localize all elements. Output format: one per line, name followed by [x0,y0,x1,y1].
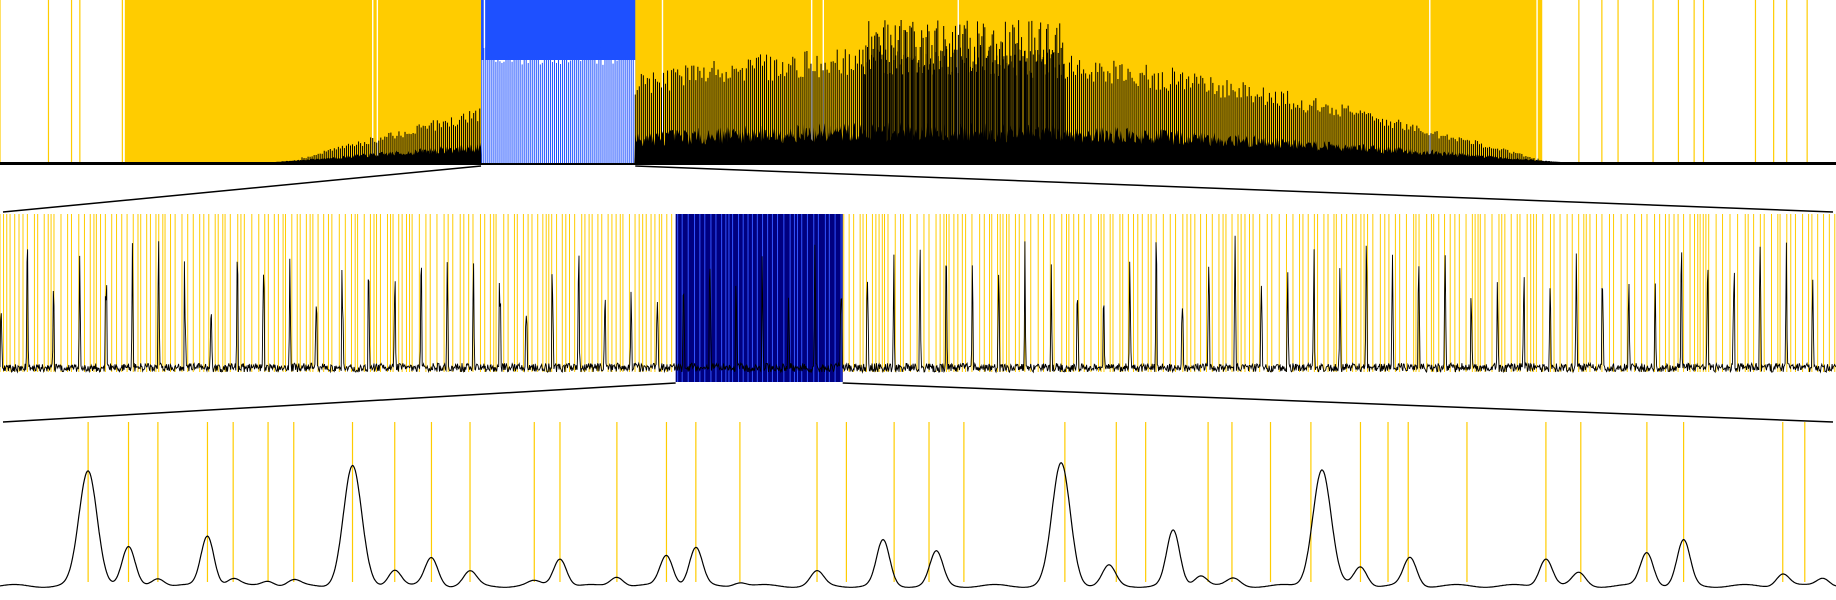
middle-marker-lines [0,214,1836,372]
middle-trace-line [0,235,1836,374]
detail-trace-panel [0,422,1836,588]
detail-trace-line [0,461,1836,588]
overview-marker-lines [0,0,1808,165]
zoom-connector-lines-top [2,165,1834,213]
overview-trace-panel [0,0,1836,165]
overview-trace-spikes [301,20,1539,163]
zoom-connector-lines-bottom [2,382,1834,423]
connector-left-bottom [2,382,676,423]
middle-zoom-region [675,214,843,382]
connector-left-top [2,165,482,213]
middle-zoom-trace-panel [0,214,1836,382]
detail-marker-lines [87,422,1806,582]
connector-right-top [635,165,1834,213]
connector-right-bottom [842,382,1834,423]
